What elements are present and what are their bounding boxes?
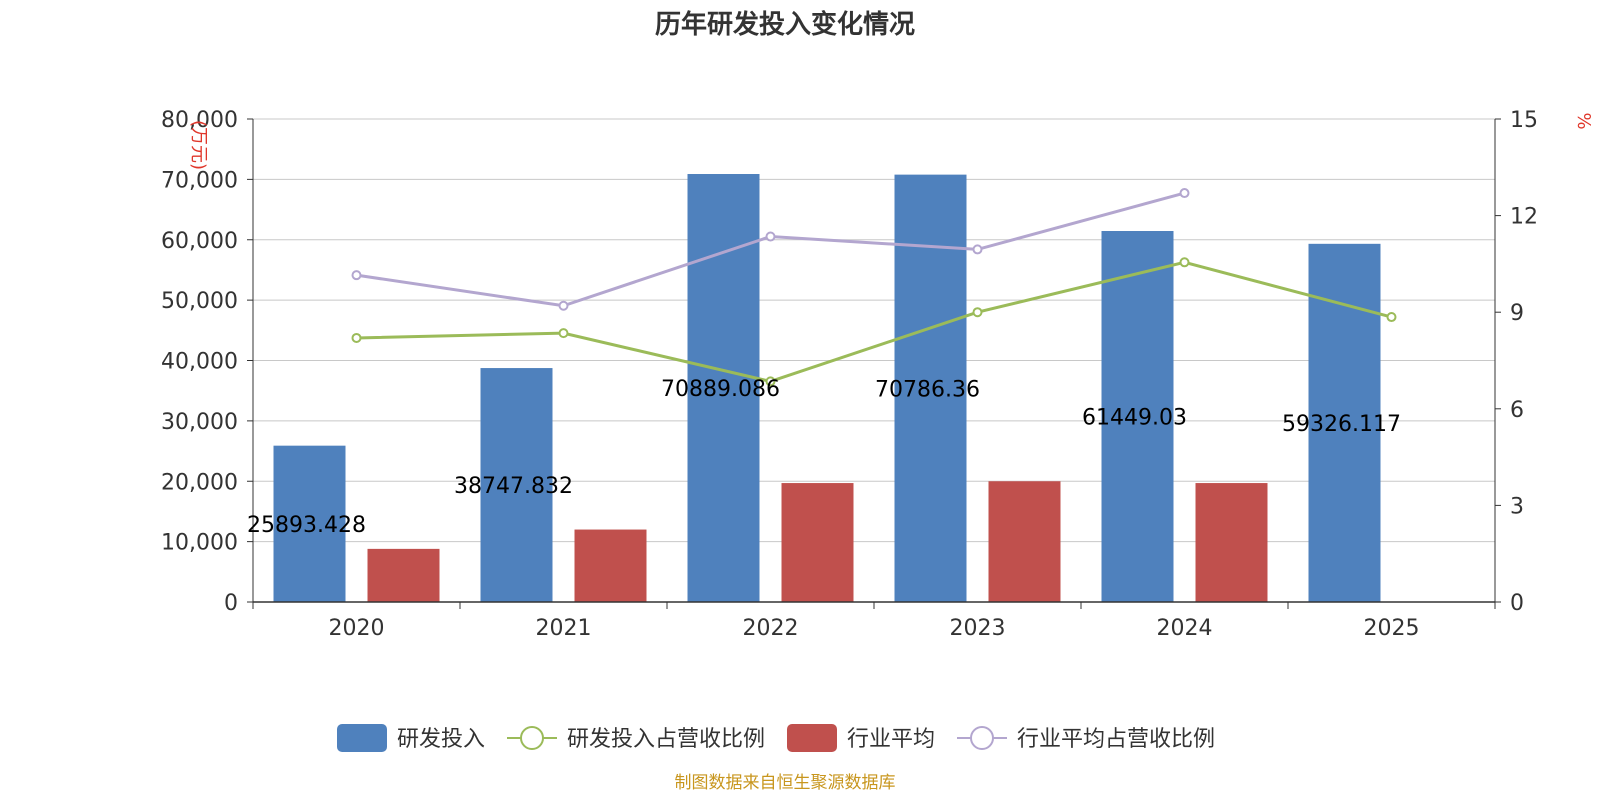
x-tick-label: 2022 xyxy=(743,616,799,641)
x-tick-label: 2020 xyxy=(329,616,385,641)
legend-swatch-bar xyxy=(337,724,387,752)
legend-label: 行业平均占营收比例 xyxy=(1017,727,1215,752)
chart-title: 历年研发投入变化情况 xyxy=(655,9,915,40)
y-right-tick-label: 9 xyxy=(1510,301,1524,326)
bar-行业平均-2021 xyxy=(575,530,647,602)
bar-data-label: 61449.03 xyxy=(1082,406,1187,431)
bar-data-label: 38747.832 xyxy=(454,474,573,499)
point-行业平均占营收比例 xyxy=(974,245,982,253)
legend-swatch-marker xyxy=(521,727,543,749)
y-left-tick-label: 50,000 xyxy=(161,289,238,314)
legend-label: 研发投入占营收比例 xyxy=(567,727,765,752)
y-right-tick-label: 15 xyxy=(1510,108,1538,133)
legend-swatch-bar xyxy=(787,724,837,752)
y-right-tick-label: 3 xyxy=(1510,494,1524,519)
y-left-tick-label: 0 xyxy=(224,591,238,616)
point-行业平均占营收比例 xyxy=(353,271,361,279)
line-layer xyxy=(353,189,1396,385)
point-研发投入占营收比例 xyxy=(974,308,982,316)
point-研发投入占营收比例 xyxy=(1181,258,1189,266)
bar-data-label: 70889.086 xyxy=(661,377,780,402)
point-行业平均占营收比例 xyxy=(1181,189,1189,197)
point-行业平均占营收比例 xyxy=(767,233,775,241)
line-行业平均占营收比例 xyxy=(357,193,1185,306)
legend-label: 研发投入 xyxy=(397,727,485,752)
bar-行业平均-2024 xyxy=(1196,483,1268,602)
x-tick-label: 2024 xyxy=(1157,616,1213,641)
legend-label: 行业平均 xyxy=(847,727,935,752)
y-left-tick-label: 60,000 xyxy=(161,229,238,254)
y-right-unit: % xyxy=(1573,112,1594,129)
y-left-tick-label: 70,000 xyxy=(161,168,238,193)
bar-layer xyxy=(274,174,1381,602)
point-行业平均占营收比例 xyxy=(560,302,568,310)
bar-data-label: 70786.36 xyxy=(875,377,980,402)
y-left-unit: (万元) xyxy=(188,120,209,170)
point-研发投入占营收比例 xyxy=(1388,313,1396,321)
bar-data-label: 25893.428 xyxy=(247,513,366,538)
y-left-tick-label: 30,000 xyxy=(161,410,238,435)
y-right-tick-label: 0 xyxy=(1510,591,1524,616)
source-note: 制图数据来自恒生聚源数据库 xyxy=(675,773,896,793)
y-left-tick-label: 20,000 xyxy=(161,470,238,495)
legend-swatch-marker xyxy=(971,727,993,749)
x-tick-label: 2023 xyxy=(950,616,1006,641)
bar-行业平均-2020 xyxy=(368,549,440,602)
line-研发投入占营收比例 xyxy=(357,262,1392,381)
bar-data-label: 59326.117 xyxy=(1282,412,1401,437)
y-left-tick-label: 40,000 xyxy=(161,350,238,375)
x-tick-label: 2025 xyxy=(1364,616,1420,641)
point-研发投入占营收比例 xyxy=(560,329,568,337)
y-right-tick-label: 6 xyxy=(1510,398,1524,423)
bar-行业平均-2023 xyxy=(989,481,1061,602)
bar-行业平均-2022 xyxy=(782,483,854,602)
legend: 研发投入 研发投入占营收比例 行业平均 行业平均占营收比例 xyxy=(337,724,1215,752)
y-left-tick-label: 10,000 xyxy=(161,531,238,556)
chart-canvas: 历年研发投入变化情况 0 10,000 20,000 30,000 40,000 50,0… xyxy=(0,0,1600,800)
y-right-tick-label: 12 xyxy=(1510,205,1538,230)
point-研发投入占营收比例 xyxy=(353,334,361,342)
x-tick-label: 2021 xyxy=(536,616,592,641)
